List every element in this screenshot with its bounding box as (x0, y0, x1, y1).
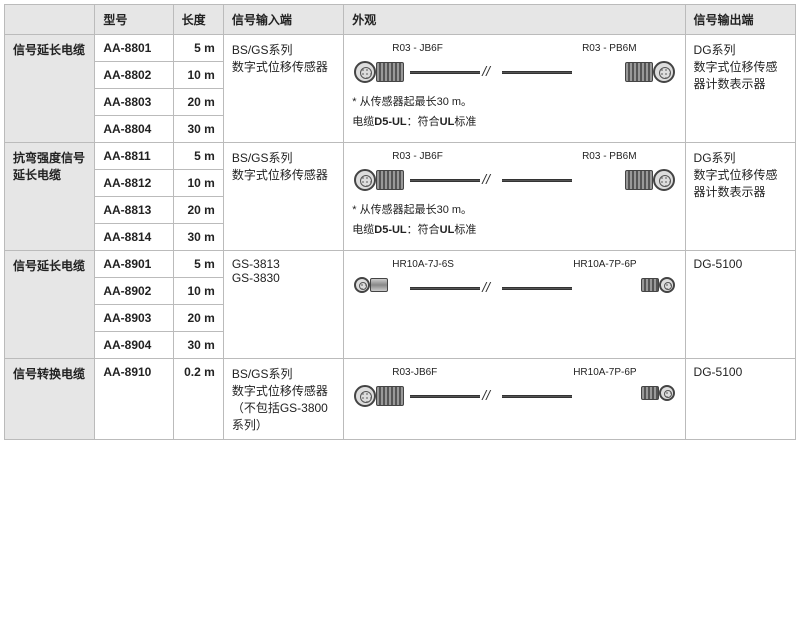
length-cell: 30 m (173, 116, 223, 143)
appearance-cell: R03 - JB6FR03 - PB6M//* 从传感器起最长30 m。电缆D5… (344, 143, 685, 251)
model-cell: AA-8801 (95, 35, 173, 62)
output-cell: DG系列数字式位移传感器计数表示器 (685, 143, 795, 251)
length-cell: 20 m (173, 305, 223, 332)
model-cell: AA-8903 (95, 305, 173, 332)
cable-diagram: R03 - JB6FR03 - PB6M// (352, 43, 676, 87)
connector-right (625, 61, 675, 83)
connector-label-right: R03 - PB6M (582, 151, 636, 162)
header-output: 信号输出端 (685, 5, 795, 35)
model-cell: AA-8902 (95, 278, 173, 305)
length-cell: 0.2 m (173, 359, 223, 440)
header-appearance: 外观 (344, 5, 685, 35)
table-row: 信号延长电缆AA-89015 mGS-3813GS-3830HR10A-7J-6… (5, 251, 796, 278)
connector-label-right: R03 - PB6M (582, 43, 636, 54)
connector-label-left: R03 - JB6F (392, 43, 443, 54)
input-cell: BS/GS系列数字式位移传感器 (223, 35, 343, 143)
model-cell: AA-8811 (95, 143, 173, 170)
model-cell: AA-8802 (95, 62, 173, 89)
appearance-note: * 从传感器起最长30 m。 (352, 93, 676, 109)
header-row: 型号 长度 信号输入端 外观 信号输出端 (5, 5, 796, 35)
table-row: 抗弯强度信号延长电缆AA-88115 mBS/GS系列数字式位移传感器R03 -… (5, 143, 796, 170)
connector-label-left: R03 - JB6F (392, 151, 443, 162)
connector-left (354, 277, 388, 293)
table-row: 信号延长电缆AA-88015 mBS/GS系列数字式位移传感器R03 - JB6… (5, 35, 796, 62)
connector-right (625, 169, 675, 191)
length-cell: 10 m (173, 170, 223, 197)
spec-table: 型号 长度 信号输入端 外观 信号输出端 信号延长电缆AA-88015 mBS/… (4, 4, 796, 440)
appearance-note: 电缆D5-UL：符合UL标准 (352, 113, 676, 129)
input-cell: GS-3813GS-3830 (223, 251, 343, 359)
cable-diagram: R03 - JB6FR03 - PB6M// (352, 151, 676, 195)
input-cell: BS/GS系列数字式位移传感器 (223, 143, 343, 251)
model-cell: AA-8812 (95, 170, 173, 197)
model-cell: AA-8803 (95, 89, 173, 116)
cable-diagram: HR10A-7J-6SHR10A-7P-6P// (352, 259, 676, 303)
connector-left (354, 169, 404, 191)
category-cell: 抗弯强度信号延长电缆 (5, 143, 95, 251)
length-cell: 10 m (173, 278, 223, 305)
appearance-note: * 从传感器起最长30 m。 (352, 201, 676, 217)
header-length: 长度 (173, 5, 223, 35)
connector-label-left: R03-JB6F (392, 367, 437, 378)
length-cell: 5 m (173, 251, 223, 278)
header-category (5, 5, 95, 35)
length-cell: 10 m (173, 62, 223, 89)
appearance-cell: R03-JB6FHR10A-7P-6P// (344, 359, 685, 440)
header-input: 信号输入端 (223, 5, 343, 35)
model-cell: AA-8901 (95, 251, 173, 278)
length-cell: 30 m (173, 224, 223, 251)
length-cell: 20 m (173, 197, 223, 224)
category-cell: 信号延长电缆 (5, 251, 95, 359)
connector-label-right: HR10A-7P-6P (573, 367, 636, 378)
connector-right (641, 277, 675, 293)
model-cell: AA-8813 (95, 197, 173, 224)
input-cell: BS/GS系列数字式位移传感器（不包括GS-3800系列） (223, 359, 343, 440)
output-cell: DG-5100 (685, 359, 795, 440)
output-cell: DG-5100 (685, 251, 795, 359)
category-cell: 信号延长电缆 (5, 35, 95, 143)
header-model: 型号 (95, 5, 173, 35)
cable-diagram: R03-JB6FHR10A-7P-6P// (352, 367, 676, 411)
appearance-cell: R03 - JB6FR03 - PB6M//* 从传感器起最长30 m。电缆D5… (344, 35, 685, 143)
length-cell: 5 m (173, 35, 223, 62)
length-cell: 5 m (173, 143, 223, 170)
connector-label-left: HR10A-7J-6S (392, 259, 454, 270)
appearance-note: 电缆D5-UL：符合UL标准 (352, 221, 676, 237)
connector-left (354, 61, 404, 83)
appearance-cell: HR10A-7J-6SHR10A-7P-6P// (344, 251, 685, 359)
model-cell: AA-8904 (95, 332, 173, 359)
length-cell: 30 m (173, 332, 223, 359)
model-cell: AA-8804 (95, 116, 173, 143)
output-cell: DG系列数字式位移传感器计数表示器 (685, 35, 795, 143)
connector-right (641, 385, 675, 401)
table-row: 信号转换电缆AA-89100.2 mBS/GS系列数字式位移传感器（不包括GS-… (5, 359, 796, 440)
length-cell: 20 m (173, 89, 223, 116)
connector-left (354, 385, 404, 407)
model-cell: AA-8910 (95, 359, 173, 440)
category-cell: 信号转换电缆 (5, 359, 95, 440)
model-cell: AA-8814 (95, 224, 173, 251)
connector-label-right: HR10A-7P-6P (573, 259, 636, 270)
